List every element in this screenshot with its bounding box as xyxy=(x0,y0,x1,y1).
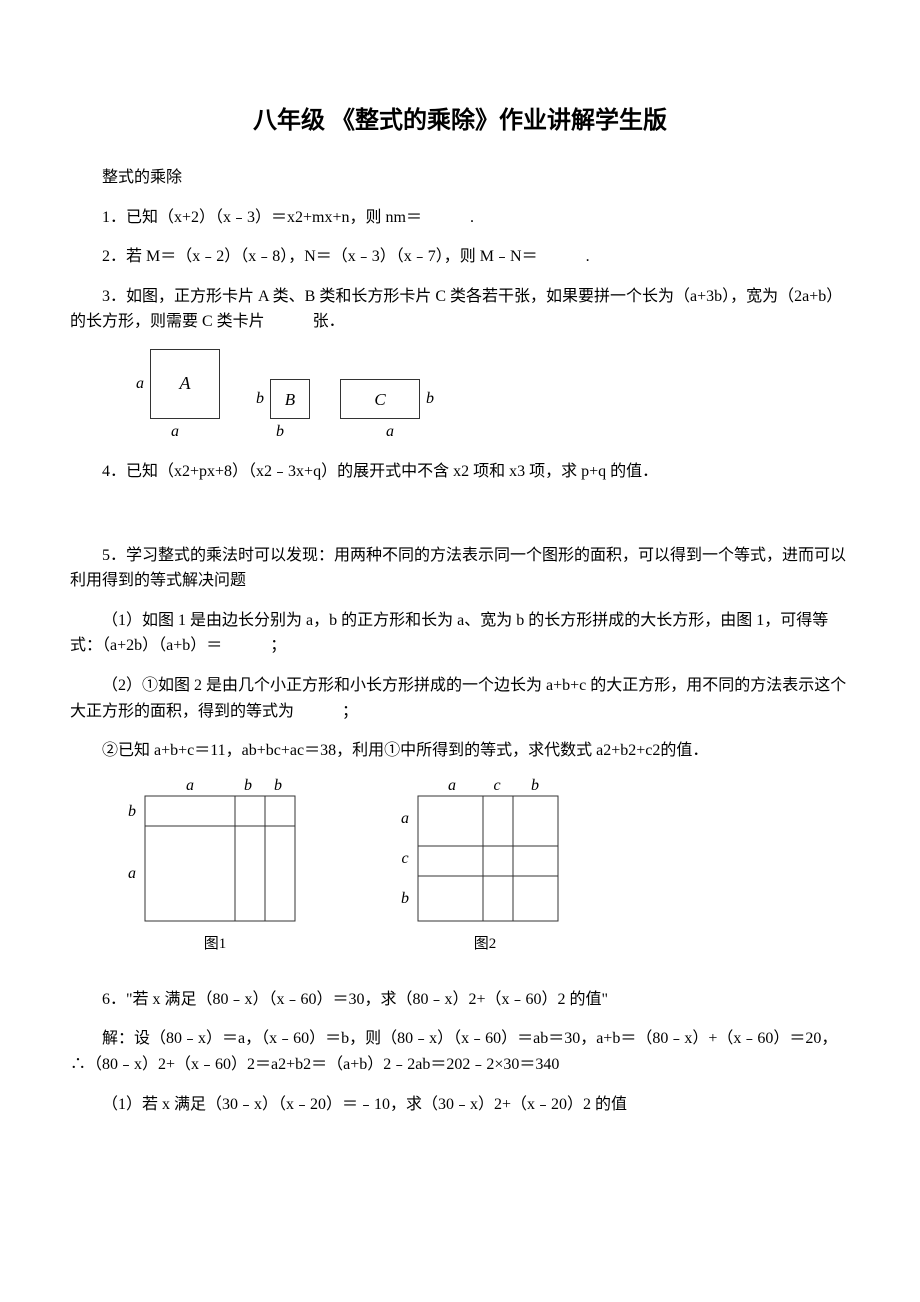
card-b-side-label: b xyxy=(250,390,270,408)
q5-fig2-caption: 图2 xyxy=(390,932,580,953)
svg-text:c: c xyxy=(493,778,500,794)
document-page: 八年级 《整式的乘除》作业讲解学生版 整式的乘除 1．已知（x+2）（x﹣3）＝… xyxy=(0,0,920,1191)
q3-figure: a A a b B b C xyxy=(130,349,850,445)
question-5-2: （2）①如图 2 是由几个小正方形和小长方形拼成的一个边长为 a+b+c 的大正… xyxy=(70,673,850,724)
svg-text:b: b xyxy=(274,778,282,794)
svg-text:a: a xyxy=(128,865,136,882)
card-b-label: B xyxy=(285,390,296,409)
card-c-bottom-label: a xyxy=(386,419,394,445)
svg-text:b: b xyxy=(128,803,136,820)
question-6-solution: 解：设（80﹣x）＝a，（x﹣60）＝b，则（80﹣x）（x﹣60）＝ab＝30… xyxy=(70,1026,850,1077)
card-c: C b a xyxy=(340,379,440,445)
svg-text:a: a xyxy=(186,778,194,794)
question-5-3: ②已知 a+b+c＝11，ab+bc+ac＝38，利用①中所得到的等式，求代数式… xyxy=(70,738,850,764)
svg-text:b: b xyxy=(401,890,409,907)
q5-figures: a b b b a 图1 xyxy=(120,778,850,953)
card-c-label: C xyxy=(374,390,386,409)
question-5-1: （1）如图 1 是由边长分别为 a，b 的正方形和长为 a、宽为 b 的长方形拼… xyxy=(70,608,850,659)
card-b-box: B xyxy=(270,379,310,419)
svg-text:a: a xyxy=(448,778,456,794)
card-a-side-label: a xyxy=(130,375,150,393)
card-a-label: A xyxy=(179,373,192,393)
q5-fig2-svg: a c b a c b xyxy=(390,778,580,928)
svg-text:a: a xyxy=(401,810,409,827)
card-a-bottom-label: a xyxy=(171,419,179,445)
card-c-box: C xyxy=(340,379,420,419)
q5-fig2: a c b a c b xyxy=(390,778,580,953)
question-4: 4．已知（x2+px+8）（x2﹣3x+q）的展开式中不含 x2 项和 x3 项… xyxy=(70,459,850,485)
subtitle: 整式的乘除 xyxy=(70,165,850,191)
question-5-intro: 5．学习整式的乘法时可以发现：用两种不同的方法表示同一个图形的面积，可以得到一个… xyxy=(70,543,850,594)
question-2: 2．若 M＝（x﹣2）（x﹣8），N＝（x﹣3）（x﹣7），则 M﹣N＝ . xyxy=(70,244,850,270)
svg-text:b: b xyxy=(244,778,252,794)
question-1: 1．已知（x+2）（x﹣3）＝x2+mx+n，则 nm＝ . xyxy=(70,205,850,231)
card-a-box: A xyxy=(150,349,220,419)
question-6-1: （1）若 x 满足（30﹣x）（x﹣20）＝﹣10，求（30﹣x）2+（x﹣20… xyxy=(70,1092,850,1118)
q5-fig1-svg: a b b b a xyxy=(120,778,310,928)
svg-text:b: b xyxy=(531,778,539,794)
card-b-bottom-label: b xyxy=(276,419,284,445)
card-c-side-label: b xyxy=(420,390,440,408)
q5-fig1-caption: 图1 xyxy=(120,932,310,953)
q5-fig1: a b b b a 图1 xyxy=(120,778,310,953)
card-a: a A a xyxy=(130,349,220,445)
card-b: b B b xyxy=(250,379,310,445)
page-title: 八年级 《整式的乘除》作业讲解学生版 xyxy=(70,100,850,135)
question-3: 3．如图，正方形卡片 A 类、B 类和长方形卡片 C 类各若干张，如果要拼一个长… xyxy=(70,284,850,335)
svg-text:c: c xyxy=(401,850,408,867)
question-6-intro: 6．"若 x 满足（80﹣x）（x﹣60）＝30，求（80﹣x）2+（x﹣60）… xyxy=(70,987,850,1013)
